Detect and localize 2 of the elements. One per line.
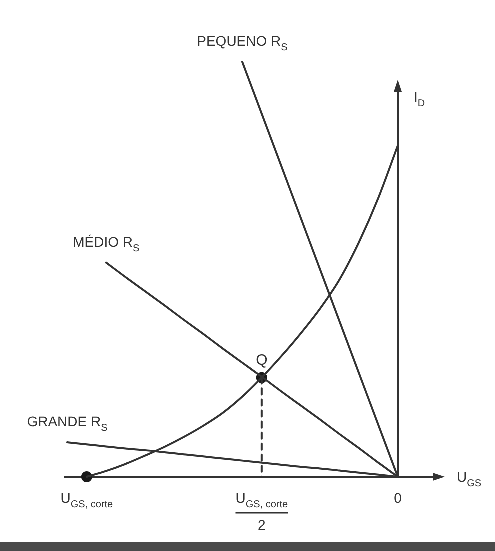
annotation: Q <box>256 352 268 369</box>
x-tick-label: 0 <box>394 490 402 506</box>
